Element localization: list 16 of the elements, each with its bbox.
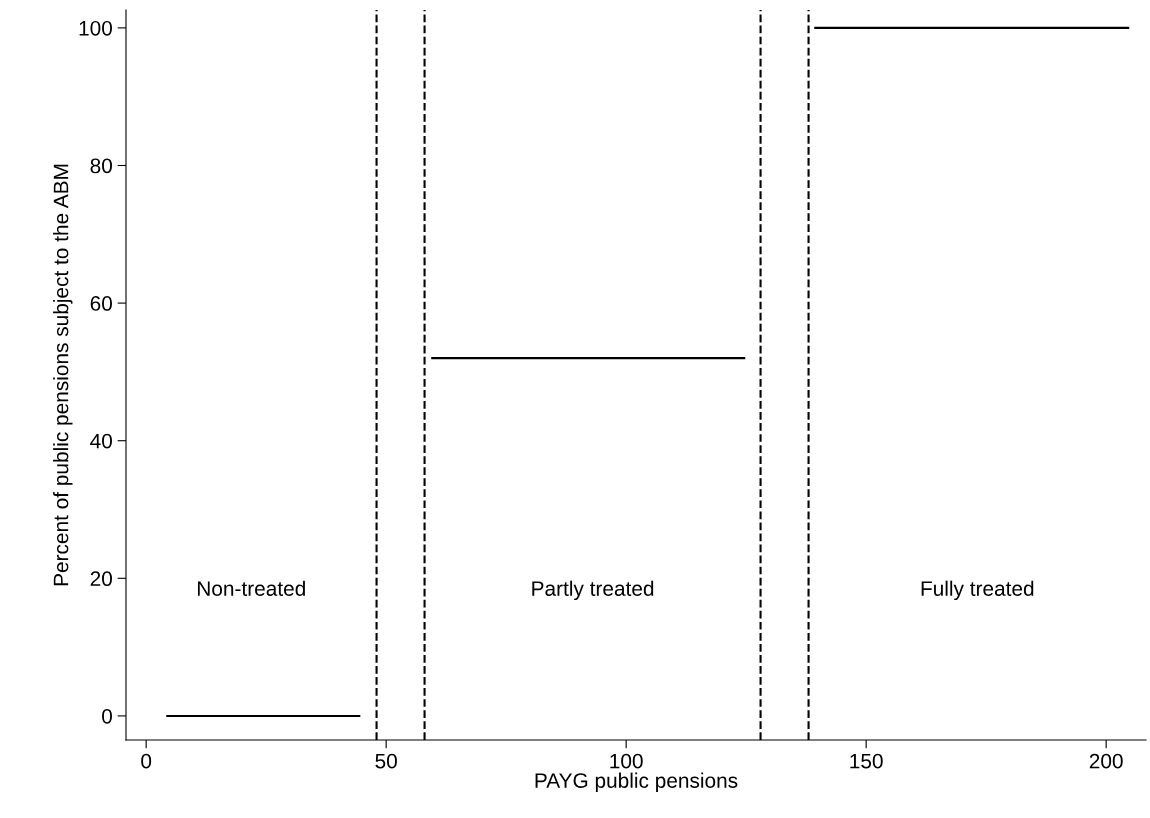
x-tick-label: 100 (610, 753, 643, 769)
y-tick-label: 40 (90, 433, 112, 449)
y-tick-label: 0 (102, 708, 112, 724)
y-tick-label: 60 (90, 296, 112, 311)
y-tick-label: 80 (90, 158, 112, 174)
x-axis-title: PAYG public pensions (535, 772, 738, 793)
x-tick-label: 0 (141, 753, 152, 769)
y-axis-title: Percent of public pensions subject to the ABM (53, 164, 73, 586)
x-tick-label: 150 (850, 753, 883, 769)
annotation: Fully treated (921, 580, 1034, 601)
y-tick-label: 100 (79, 20, 112, 36)
x-tick-label: 50 (375, 753, 397, 769)
x-tick-label: 200 (1089, 753, 1123, 769)
y-tick-label: 20 (90, 571, 112, 587)
annotation: Partly treated (532, 580, 654, 601)
annotation: Non-treated (197, 580, 305, 596)
